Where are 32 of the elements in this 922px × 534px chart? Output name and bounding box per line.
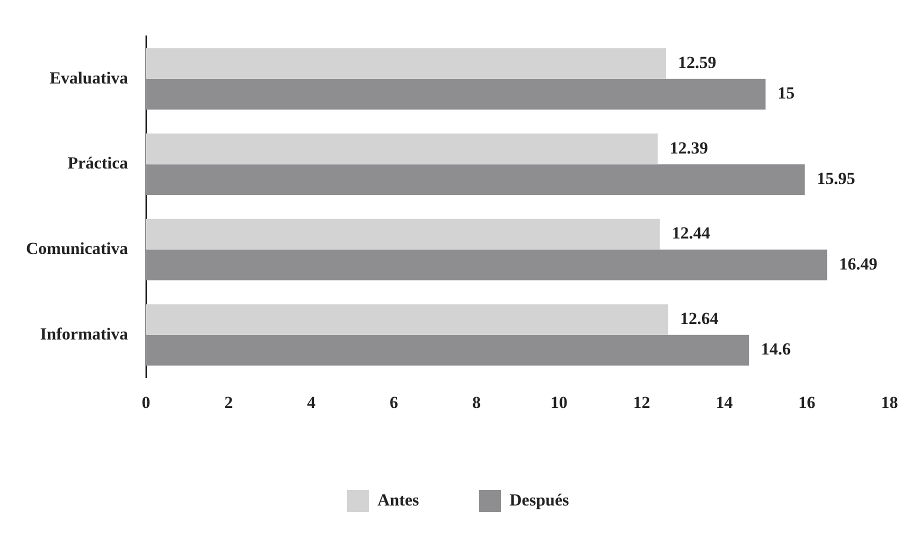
bar [146,334,750,366]
bar [146,134,658,164]
bar [146,164,805,195]
x-tick-label: 18 [881,393,898,412]
bar [146,304,668,335]
y-tick-label: Informativa [40,324,128,344]
x-tick-label: 10 [550,393,568,412]
x-tick-label: 6 [390,393,398,412]
x-tick-label: 0 [142,393,150,412]
data-label: 12.59 [678,52,716,72]
bar [146,250,828,280]
data-label: 15.95 [816,168,856,188]
x-tick-label: 4 [306,393,316,412]
x-tick-label: 12 [633,393,650,412]
data-label: 12.39 [670,138,708,158]
y-tick-label: Práctica [68,154,128,173]
data-label: 16.49 [839,254,878,274]
data-label: 15 [778,84,795,103]
y-tick-label: Comunicativa [26,238,128,258]
data-label: 12.64 [680,308,719,328]
x-tick-label: 16 [798,393,816,412]
legend-label: Antes [377,490,420,510]
bar [146,78,766,110]
legend-label: Después [510,490,570,510]
x-tick-label: 14 [716,393,734,412]
x-tick-label: 2 [224,393,233,412]
x-tick-label: 8 [472,393,481,412]
bar [146,48,666,79]
y-tick-label: Evaluativa [50,68,128,88]
data-label: 12.44 [672,224,711,243]
bar [146,218,660,250]
data-label: 14.6 [761,340,791,359]
